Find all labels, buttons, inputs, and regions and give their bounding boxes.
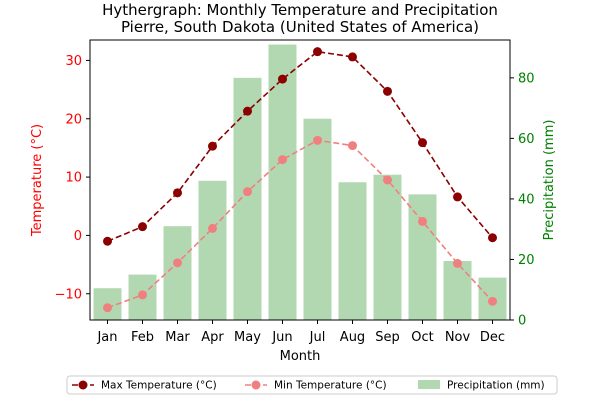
legend-label-max: Max Temperature (°C) xyxy=(101,380,217,392)
legend-swatch-precip xyxy=(418,380,440,389)
temperature-lines xyxy=(103,47,497,313)
min-temp-point-aug xyxy=(348,141,357,151)
min-temp-point-dec xyxy=(488,296,497,306)
x-tick-label-nov: Nov xyxy=(445,330,471,345)
min-temp-point-sep xyxy=(383,175,392,185)
x-axis-label: Month xyxy=(280,349,321,364)
precip-bar-may xyxy=(233,77,262,321)
max-temp-point-aug xyxy=(348,52,357,62)
chart-title: Hythergraph: Monthly Temperature and Pre… xyxy=(102,1,498,19)
min-temp-point-may xyxy=(243,187,252,197)
x-tick-label-feb: Feb xyxy=(131,330,154,345)
y-axis-left-label: Temperature (°C) xyxy=(30,124,45,237)
precip-bar-jul xyxy=(303,118,332,321)
max-temp-point-apr xyxy=(208,141,217,151)
y-right-tick-label-60: 60 xyxy=(518,132,535,147)
min-temp-point-jul xyxy=(313,135,322,145)
max-temp-point-jul xyxy=(313,47,322,57)
precip-bar-oct xyxy=(408,194,437,320)
max-temp-point-nov xyxy=(453,192,462,202)
x-tick-label-jan: Jan xyxy=(96,330,117,345)
max-temp-point-oct xyxy=(418,138,427,148)
max-temp-point-jun xyxy=(278,74,287,84)
max-temp-point-jan xyxy=(103,236,112,246)
min-temp-point-jun xyxy=(278,155,287,165)
y-axis-right-label: Precipitation (mm) xyxy=(542,120,557,241)
x-tick-label-jul: Jul xyxy=(309,330,326,345)
x-tick-label-aug: Aug xyxy=(340,330,365,345)
min-temp-line xyxy=(107,139,494,309)
y-right-tick-label-40: 40 xyxy=(518,192,535,207)
legend-label-precip: Precipitation (mm) xyxy=(447,380,545,392)
y-right-tick-label-0: 0 xyxy=(518,314,526,329)
max-temp-point-may xyxy=(243,106,252,116)
min-temp-point-apr xyxy=(208,223,217,233)
max-temp-point-mar xyxy=(173,188,182,198)
y-left-tick-label--10: −10 xyxy=(55,287,82,302)
x-tick-label-apr: Apr xyxy=(201,330,224,345)
y-left-tick-label-10: 10 xyxy=(65,171,82,186)
precip-bar-nov xyxy=(443,260,472,320)
precip-bar-mar xyxy=(163,226,192,320)
max-temp-line xyxy=(107,50,494,242)
legend: Max Temperature (°C) Min Temperature (°C)… xyxy=(66,375,558,395)
x-tick-label-may: May xyxy=(234,330,261,345)
precip-bar-sep xyxy=(373,174,402,320)
legend-marker-max xyxy=(78,380,88,390)
max-temp-point-feb xyxy=(138,222,147,232)
chart-subtitle: Pierre, South Dakota (United States of A… xyxy=(121,18,479,36)
plot-frame xyxy=(89,39,511,321)
min-temp-point-jan xyxy=(103,303,112,313)
axes: Jan Feb Mar Apr May Jun Jul Aug Sep Oct Nov Dec −10 0… xyxy=(55,39,535,345)
y-left-tick-label-30: 30 xyxy=(65,54,82,69)
max-temp-point-dec xyxy=(488,233,497,243)
x-tick-label-mar: Mar xyxy=(165,330,190,345)
precip-bar-apr xyxy=(198,180,227,320)
min-temp-point-nov xyxy=(453,258,462,268)
min-temp-point-feb xyxy=(138,290,147,300)
x-tick-label-sep: Sep xyxy=(375,330,400,345)
y-left-tick-label-20: 20 xyxy=(65,112,82,127)
legend-marker-min xyxy=(251,380,261,390)
y-left-tick-label-0: 0 xyxy=(74,229,82,244)
y-right-tick-label-20: 20 xyxy=(518,253,535,268)
x-tick-label-dec: Dec xyxy=(480,330,505,345)
y-right-tick-label-80: 80 xyxy=(518,71,535,86)
precip-bar-aug xyxy=(338,182,367,320)
legend-label-min: Min Temperature (°C) xyxy=(274,380,387,392)
max-temp-point-sep xyxy=(383,86,392,96)
x-tick-label-jun: Jun xyxy=(271,330,292,345)
x-tick-label-oct: Oct xyxy=(411,330,433,345)
precip-bar-jun xyxy=(268,44,297,321)
precipitation-bars xyxy=(93,44,507,321)
min-temp-point-oct xyxy=(418,216,427,226)
min-temp-point-mar xyxy=(173,258,182,268)
